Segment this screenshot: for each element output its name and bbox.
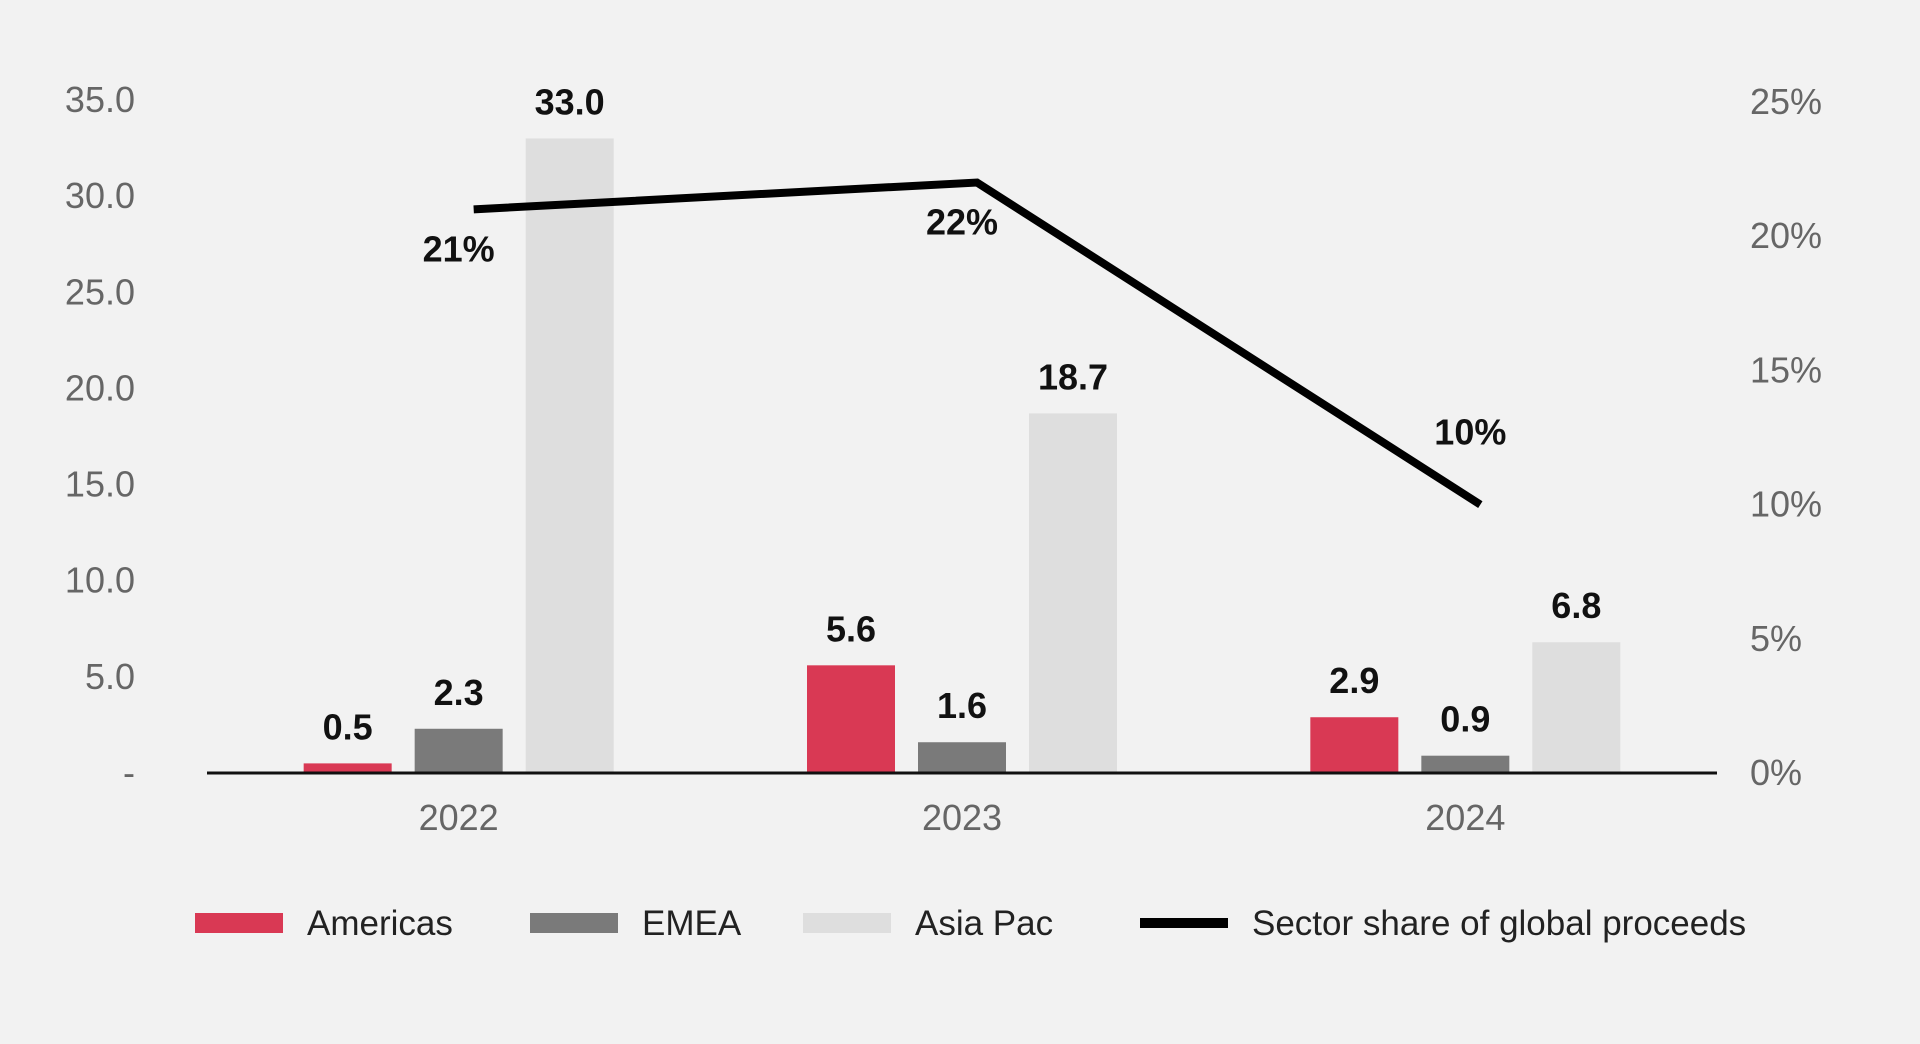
bar-data-label: 2.3 — [434, 672, 484, 713]
legend-label: Asia Pac — [915, 904, 1053, 943]
line-data-label: 21% — [423, 228, 495, 269]
legend-swatch — [530, 913, 618, 933]
bar-data-label: 0.5 — [323, 706, 373, 747]
bar — [414, 728, 503, 773]
right-tick-label: 0% — [1750, 752, 1802, 793]
left-axis: - 5.0 10.0 15.0 20.0 25.0 30.0 35.0 — [65, 79, 135, 793]
bar-series: 0.5 5.6 2.9 2.3 1.6 0.9 33.0 18.7 6.8 — [303, 81, 1621, 773]
x-tick-label: 2023 — [922, 797, 1002, 838]
legend-label: Americas — [307, 904, 453, 943]
bar — [1532, 642, 1621, 773]
legend-swatch — [803, 913, 891, 933]
left-tick-label: 25.0 — [65, 271, 135, 312]
x-tick-label: 2022 — [419, 797, 499, 838]
right-tick-label: 20% — [1750, 215, 1822, 256]
right-axis: 0% 5% 10% 15% 20% 25% — [1750, 81, 1822, 793]
left-tick-label: - — [123, 752, 135, 793]
legend-swatch — [195, 913, 283, 933]
right-tick-label: 25% — [1750, 81, 1822, 122]
right-tick-label: 10% — [1750, 484, 1822, 525]
bar-data-label: 2.9 — [1329, 660, 1379, 701]
bar-data-label: 5.6 — [826, 608, 876, 649]
line-series-path — [473, 178, 1483, 508]
left-tick-label: 20.0 — [65, 367, 135, 408]
right-tick-label: 15% — [1750, 349, 1822, 390]
bar — [1310, 717, 1399, 773]
line-data-label: 10% — [1434, 412, 1506, 453]
right-tick-label: 5% — [1750, 618, 1802, 659]
bar-data-label: 33.0 — [535, 81, 605, 122]
legend-swatch — [1140, 918, 1228, 928]
line-data-label: 22% — [926, 202, 998, 243]
x-axis-labels: 2022 2023 2024 — [419, 797, 1506, 838]
bar — [1421, 755, 1510, 773]
left-tick-label: 15.0 — [65, 464, 135, 505]
bar-data-label: 18.7 — [1038, 356, 1108, 397]
line-series: 21% 22% 10% — [423, 178, 1506, 508]
bar — [525, 138, 614, 773]
legend-label: EMEA — [642, 904, 742, 943]
bar-data-label: 0.9 — [1440, 699, 1490, 740]
legend: Americas EMEA Asia Pac Sector share of glob… — [195, 904, 1746, 943]
bar — [807, 665, 895, 773]
legend-label: Sector share of global proceeds — [1252, 904, 1746, 943]
x-tick-label: 2024 — [1425, 797, 1505, 838]
left-tick-label: 5.0 — [85, 656, 135, 697]
bar — [918, 742, 1006, 773]
bar — [1029, 413, 1117, 773]
left-tick-label: 30.0 — [65, 175, 135, 216]
left-tick-label: 35.0 — [65, 79, 135, 120]
bar-data-label: 1.6 — [937, 685, 987, 726]
left-tick-label: 10.0 — [65, 560, 135, 601]
bar — [303, 763, 392, 773]
bar-data-label: 6.8 — [1551, 585, 1601, 626]
